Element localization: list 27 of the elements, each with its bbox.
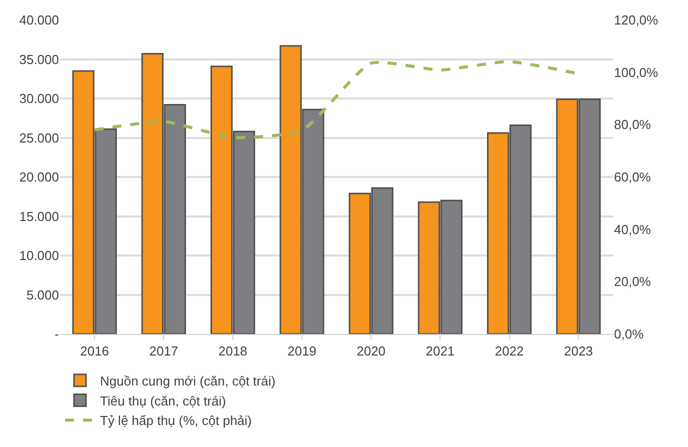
y2-tick-label: 80,0%: [614, 117, 652, 132]
y-tick-label: 40.000: [19, 12, 59, 28]
y2-tick-label: 0,0%: [614, 326, 644, 342]
y-tick-label: 10.000: [19, 248, 59, 264]
y-tick-label: -: [54, 326, 59, 342]
x-tick-label: 2022: [494, 344, 524, 359]
y-tick-label: 20.000: [19, 170, 59, 185]
y-tick-label: 15.000: [19, 208, 59, 224]
y2-tick-label: 20,0%: [614, 274, 652, 290]
x-tick-label: 2019: [287, 344, 316, 359]
y-tick-label: 5.000: [26, 287, 59, 302]
y-tick-label: 35.000: [19, 52, 59, 67]
y2-tick-label: 100,0%: [614, 64, 659, 80]
y-tick-label: 25.000: [19, 130, 59, 146]
legend-label: Tỷ lệ hấp thụ (%, cột phải): [100, 413, 252, 428]
x-tick-label: 2017: [149, 344, 178, 359]
x-tick-label: 2018: [218, 344, 248, 359]
y2-tick-label: 60,0%: [614, 170, 652, 185]
y-tick-label: 30.000: [19, 91, 59, 106]
y2-tick-label: 120,0%: [614, 12, 659, 28]
legend-label: Nguồn cung mới (căn, cột trái): [100, 373, 276, 388]
x-tick-label: 2021: [426, 344, 455, 359]
x-tick-label: 2020: [356, 344, 386, 359]
legend-label: Tiêu thụ (căn, cột trái): [100, 393, 226, 408]
y2-tick-label: 40,0%: [614, 222, 652, 237]
x-tick-label: 2016: [80, 344, 110, 359]
x-tick-label: 2023: [564, 344, 593, 359]
